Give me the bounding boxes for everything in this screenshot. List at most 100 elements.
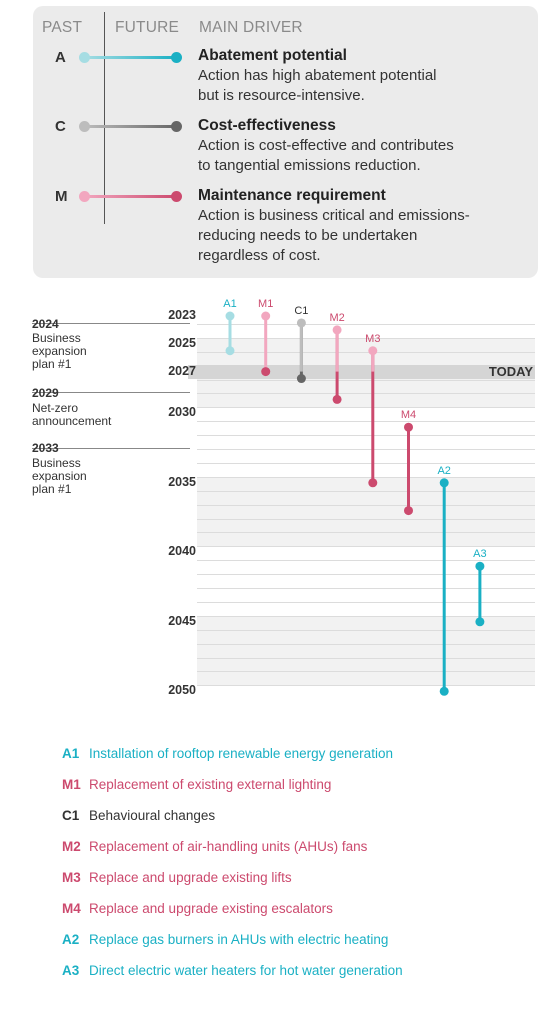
year-gridline (197, 407, 535, 409)
milestone-line-2033 (32, 448, 190, 449)
legend-item-m2: M2 Replacement of air-handling units (AHU… (62, 839, 367, 854)
legend-text: Installation of rooftop renewable energy… (89, 746, 393, 761)
year-gridline (197, 560, 535, 562)
year-gridline (197, 532, 535, 534)
year-gridline (197, 657, 535, 659)
milestone-text-2029: Net-zero announcement (32, 401, 112, 428)
legend-code: A2 (62, 932, 80, 947)
legend-text: Replace and upgrade existing escalators (89, 901, 333, 916)
milestone-year-2029: 2029 (32, 386, 59, 400)
range-label-a1: A1 (223, 298, 236, 310)
key-desc-a: Action has high abatement potential but i… (198, 67, 437, 104)
year-label-2045: 2045 (168, 613, 196, 628)
legend-item-m4: M4 Replace and upgrade existing escalator… (62, 901, 333, 916)
key-letter-m: M (55, 188, 68, 205)
legend-item-a1: A1 Installation of rooftop renewable ener… (62, 746, 393, 761)
key-desc-m: Action is business critical and emission… (198, 207, 470, 264)
year-gridline (197, 490, 535, 492)
year-gridline (197, 351, 535, 353)
legend-code: M4 (62, 901, 81, 916)
year-gridline (197, 337, 535, 339)
year-gridline (197, 393, 535, 395)
key-dot-future-m (171, 191, 182, 202)
range-start-c1 (296, 318, 306, 328)
today-band (188, 365, 535, 379)
legend-text: Direct electric water heaters for hot wa… (89, 963, 403, 978)
today-label: TODAY (488, 364, 533, 379)
year-label-2023: 2023 (168, 308, 196, 322)
past-future-divider (104, 12, 106, 224)
key-dot-past-a (79, 52, 90, 63)
milestone-year-2033: 2033 (32, 441, 59, 455)
timeline-chart: A1 M1 C1 M2 M3 M4 A2 A3 (223, 298, 487, 696)
range-end-c1 (296, 374, 306, 384)
range-start-a3 (475, 561, 485, 571)
milestone-line-2024 (32, 323, 190, 324)
legend-text: Replacement of existing external lightin… (89, 777, 332, 792)
key-title-m: Maintenance requirement (198, 187, 386, 204)
range-label-a3: A3 (473, 548, 486, 560)
legend-item-m1: M1 Replacement of existing external light… (62, 777, 331, 792)
range-start-m4 (404, 422, 413, 432)
key-dot-future-a (171, 52, 182, 63)
year-gridline (197, 435, 535, 437)
key-dot-past-m (79, 191, 90, 202)
year-gridline (197, 629, 535, 631)
header-main-driver: MAIN DRIVER (199, 19, 303, 36)
year-gridline (197, 476, 535, 478)
year-gridline (197, 379, 535, 381)
year-label-2030: 2030 (168, 405, 196, 420)
year-label-2035: 2035 (168, 474, 196, 489)
range-end-m2 (332, 394, 342, 404)
key-title-a: Abatement potential (198, 47, 347, 64)
legend-item-m3: M3 Replace and upgrade existing lifts (62, 870, 292, 885)
year-gridline (197, 643, 535, 645)
milestone-text-2033: Business expansion plan #1 (32, 456, 87, 496)
legend-text: Replace gas burners in AHUs with electri… (89, 932, 389, 947)
range-label-m2: M2 (329, 312, 344, 324)
year-gridline (197, 421, 535, 423)
range-label-m4: M4 (401, 409, 416, 421)
year-gridline (197, 574, 535, 576)
range-label-c1: C1 (294, 305, 308, 317)
year-gridline (197, 546, 535, 548)
legend-code: A3 (62, 963, 80, 978)
legend-code: M1 (62, 777, 81, 792)
milestone-text-2024: Business expansion plan #1 (32, 331, 87, 371)
range-start-m2 (332, 325, 342, 335)
key-letter-c: C (55, 118, 66, 135)
year-label-2040: 2040 (168, 544, 196, 559)
key-dot-past-c (79, 121, 90, 132)
legend-item-a2: A2 Replace gas burners in AHUs with elect… (62, 932, 388, 947)
range-label-m3: M3 (365, 333, 380, 345)
key-letter-a: A (55, 49, 66, 66)
legend-code: M2 (62, 839, 81, 854)
range-end-a3 (475, 617, 485, 627)
year-gridline (197, 449, 535, 450)
legend-item-a3: A3 Direct electric water heaters for hot … (62, 963, 403, 978)
year-gridline (197, 601, 535, 603)
key-line-a (84, 56, 177, 59)
key-desc-c: Action is cost-effective and contributes… (198, 137, 454, 174)
range-label-a2: A2 (437, 465, 450, 477)
range-end-m1 (261, 367, 271, 377)
legend-code: M3 (62, 870, 81, 885)
range-start-a1 (225, 311, 235, 321)
range-end-a1 (225, 346, 235, 356)
milestone-line-2029 (32, 392, 190, 393)
legend-text: Behavioural changes (89, 808, 216, 823)
legend-code: A1 (62, 746, 80, 761)
header-past: PAST (42, 19, 83, 36)
year-gridline (197, 685, 535, 687)
legend-text: Replacement of air-handling units (AHUs)… (89, 839, 368, 854)
year-gridline (197, 615, 535, 617)
legend-code: C1 (62, 808, 80, 823)
header-future: FUTURE (115, 19, 180, 36)
key-title-c: Cost-effectiveness (198, 117, 336, 134)
year-gridline (197, 671, 535, 673)
timeline-band (197, 615, 535, 686)
legend-text: Replace and upgrade existing lifts (89, 870, 292, 885)
year-gridline (197, 462, 535, 464)
year-label-2025: 2025 (168, 335, 196, 350)
timeline-band (197, 476, 535, 547)
